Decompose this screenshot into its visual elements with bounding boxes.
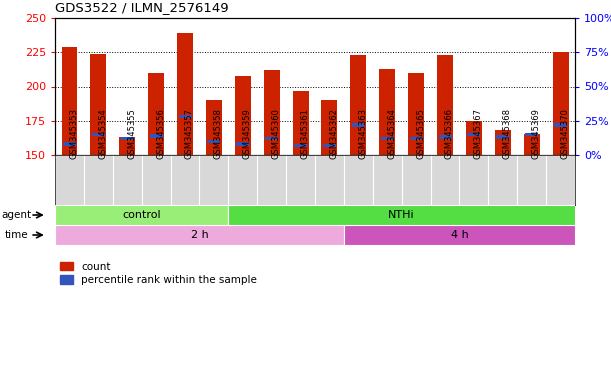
Text: GSM345359: GSM345359 [243,108,252,159]
Bar [554,123,567,127]
Text: GSM345365: GSM345365 [416,108,425,159]
Bar [229,205,575,225]
Text: GSM345354: GSM345354 [98,108,108,159]
Bar [437,55,453,155]
Bar [352,123,365,127]
Bar [62,47,78,155]
Text: GSM345356: GSM345356 [156,108,165,159]
Text: GSM345363: GSM345363 [358,108,367,159]
Text: 2 h: 2 h [191,230,208,240]
Bar [235,76,251,155]
Text: 4 h: 4 h [450,230,468,240]
Bar [294,144,307,147]
Bar [409,137,423,140]
Bar [55,225,344,245]
Bar [525,133,538,136]
Bar [63,142,76,146]
Bar [264,70,280,155]
Bar [207,140,221,143]
Text: GSM345364: GSM345364 [387,108,396,159]
Bar [408,73,424,155]
Text: time: time [5,230,28,240]
Bar [439,136,452,139]
Bar [379,69,395,155]
Text: GSM345368: GSM345368 [503,108,512,159]
Bar [466,121,482,155]
Bar [90,54,106,155]
Bar [121,137,134,140]
Bar [350,55,366,155]
Text: GSM345370: GSM345370 [560,108,569,159]
Bar [148,73,164,155]
Bar [323,144,336,147]
Bar [321,100,337,155]
Legend: count, percentile rank within the sample: count, percentile rank within the sample [60,262,257,285]
Bar [150,134,163,137]
Text: control: control [122,210,161,220]
Bar [177,33,193,155]
Bar [55,205,229,225]
Text: NTHi: NTHi [389,210,415,220]
Bar [467,133,480,136]
Bar [496,136,510,139]
Text: GSM345355: GSM345355 [127,108,136,159]
Text: GSM345353: GSM345353 [70,108,78,159]
Text: GSM345361: GSM345361 [301,108,310,159]
Text: GSM345360: GSM345360 [272,108,280,159]
Text: GDS3522 / ILMN_2576149: GDS3522 / ILMN_2576149 [55,1,229,14]
Text: GSM345362: GSM345362 [329,108,338,159]
Bar [119,137,135,155]
Bar [524,134,540,155]
Text: GSM345358: GSM345358 [214,108,223,159]
Bar [92,133,105,136]
Bar [178,115,191,118]
Bar [344,225,575,245]
Text: GSM345369: GSM345369 [532,108,541,159]
Bar [495,130,511,155]
Bar [293,91,309,155]
Text: agent: agent [1,210,32,220]
Bar [236,142,249,146]
Bar [206,100,222,155]
Text: GSM345367: GSM345367 [474,108,483,159]
Bar [381,137,393,140]
Bar [265,137,278,140]
Text: GSM345357: GSM345357 [185,108,194,159]
Text: GSM345366: GSM345366 [445,108,454,159]
Bar [552,52,568,155]
